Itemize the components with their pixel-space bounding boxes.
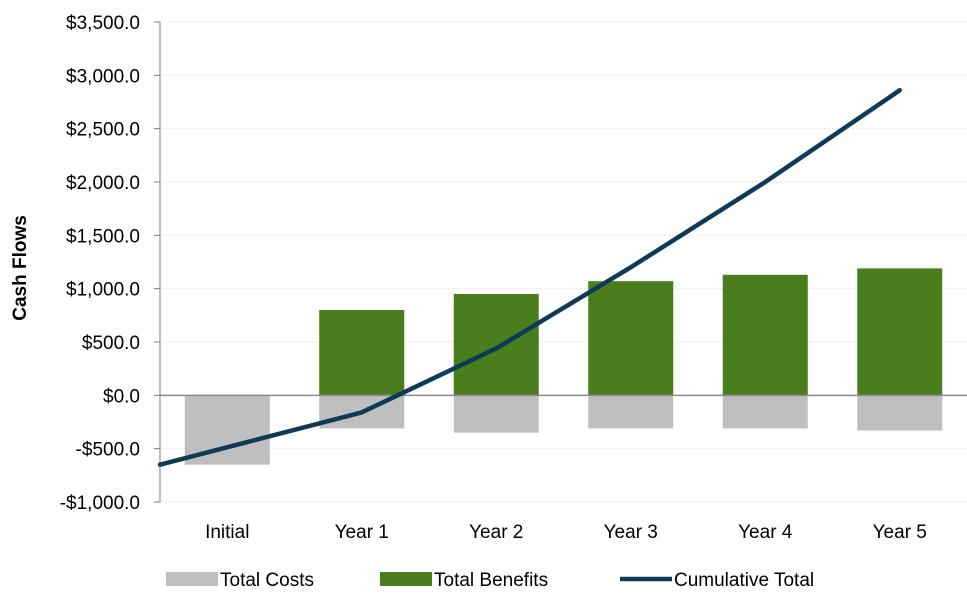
bars: [184, 268, 943, 465]
total-costs-bar: [453, 395, 539, 433]
y-tick-label: $1,000.0: [66, 280, 140, 301]
total-costs-bar: [857, 395, 943, 431]
y-tick-label: $3,000.0: [66, 66, 140, 87]
total-benefits-bar: [588, 281, 674, 396]
y-tick-label: -$1,000.0: [60, 493, 140, 514]
y-tick-label: $2,000.0: [66, 173, 140, 194]
y-tick-label: $3,500.0: [66, 13, 140, 34]
total-benefits-bar: [722, 274, 808, 396]
legend-label: Cumulative Total: [674, 570, 814, 591]
x-tick-label: Year 2: [469, 522, 523, 543]
axes: [154, 21, 967, 503]
total-costs-bar: [588, 395, 674, 429]
total-benefits-bar: [319, 310, 405, 396]
x-tick-label: Year 4: [738, 522, 793, 543]
gridlines: [160, 21, 967, 503]
total-benefits-bar: [857, 268, 943, 396]
y-axis-title: Cash Flows: [10, 215, 31, 321]
total-costs-bar: [722, 395, 808, 429]
x-tick-label: Year 5: [873, 522, 927, 543]
y-tick-label: $0.0: [103, 386, 140, 407]
cumulative-line-layer: [157, 88, 902, 467]
legend-swatch: [166, 572, 218, 586]
total-benefits-bar: [453, 294, 539, 396]
y-tick-label: $2,500.0: [66, 120, 140, 141]
legend-swatch: [380, 572, 432, 586]
x-tick-label: Year 1: [335, 522, 389, 543]
y-tick-label: $500.0: [82, 333, 140, 354]
legend: Total Costs Total Benefits Cumulative Tota…: [166, 570, 814, 591]
legend-label: Total Benefits: [434, 570, 548, 591]
y-tick-label: -$500.0: [76, 440, 140, 461]
x-tick-label: Year 3: [604, 522, 658, 543]
y-tick-label: $1,500.0: [66, 226, 140, 247]
cumulative-total-line: [157, 88, 902, 467]
legend-label: Total Costs: [220, 570, 314, 591]
x-tick-labels: Initial Year 1 Year 2 Year 3 Year 4 Year 5: [205, 522, 927, 543]
x-tick-label: Initial: [205, 522, 249, 543]
y-tick-labels: -$1,000.0 -$500.0 $0.0 $500.0 $1,000.0 $1,500…: [60, 13, 140, 514]
